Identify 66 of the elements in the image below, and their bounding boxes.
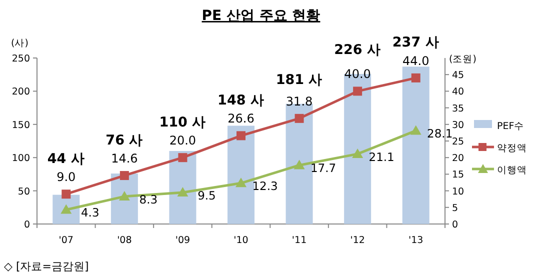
y2-tick-label: 40 — [452, 86, 464, 98]
point — [236, 178, 246, 188]
y-tick-label: 200 — [12, 86, 30, 98]
data-label: 226 사 — [334, 42, 382, 58]
x-tick-label: '09 — [175, 235, 190, 246]
x-tick-label: '12 — [350, 235, 365, 246]
data-label: 8.3 — [139, 192, 158, 206]
point — [177, 186, 188, 196]
y-tick-label: 0 — [24, 220, 30, 230]
x-tick-label: '10 — [234, 235, 248, 246]
y2-tick-label: 0 — [452, 220, 458, 230]
y-tick-label: 250 — [12, 54, 30, 64]
point — [411, 73, 420, 82]
y2-tick-label: 30 — [452, 120, 464, 131]
data-label: 28.1 — [427, 126, 453, 141]
chart-title: PE 산업 주요 현황 — [202, 8, 320, 24]
y2-tick-label: 15 — [452, 170, 464, 181]
data-label: 76 사 — [106, 132, 144, 149]
data-label: 9.0 — [56, 170, 76, 184]
bar — [402, 66, 430, 224]
y2-tick-label: 45 — [452, 70, 464, 82]
y2-tick-label: 25 — [452, 136, 464, 148]
x-tick-label: '08 — [117, 235, 132, 246]
data-label: 4.3 — [80, 206, 100, 220]
point — [62, 190, 71, 199]
x-tick-label: '07 — [58, 235, 74, 246]
data-label: 44.0 — [402, 54, 430, 68]
point — [352, 148, 364, 158]
y-axis-title: (사) — [11, 38, 28, 49]
data-label: 181 사 — [276, 72, 323, 88]
point — [178, 153, 188, 162]
y2-tick-label: 10 — [452, 186, 464, 198]
data-label: 31.8 — [286, 94, 313, 108]
data-label: 14.6 — [111, 152, 138, 166]
text: ◇ [자료=금감원] — [4, 260, 89, 273]
data-label: 26.6 — [228, 112, 254, 126]
point — [120, 171, 129, 180]
y2-axis-title: (조원) — [449, 54, 476, 65]
y-tick-label: 100 — [12, 153, 30, 164]
point — [410, 125, 422, 135]
point — [353, 86, 362, 96]
y-tick-label: 150 — [12, 120, 30, 131]
y2-tick-label: 5 — [452, 202, 458, 214]
point — [118, 190, 130, 200]
legend-label: 이행액 — [497, 165, 527, 176]
point — [294, 114, 304, 123]
y-tick-label: 50 — [18, 186, 30, 198]
data-label: 17.7 — [310, 161, 336, 176]
point — [236, 131, 246, 140]
bar — [228, 126, 254, 224]
legend-label: PEF수 — [497, 121, 524, 132]
data-label: 237 사 — [392, 34, 440, 51]
point — [294, 160, 305, 170]
data-label: 44 사 — [47, 151, 85, 168]
x-tick-label: '11 — [292, 235, 307, 246]
y2-tick-label: 20 — [452, 153, 464, 164]
data-label: 40.0 — [344, 67, 371, 82]
data-label: 20.0 — [169, 134, 196, 148]
data-label: 110 사 — [159, 114, 206, 131]
data-label: 148 사 — [218, 92, 264, 109]
y2-tick-label: 35 — [452, 103, 464, 114]
legend-label: 약정액 — [497, 143, 527, 154]
data-label: 9.5 — [198, 188, 216, 202]
x-tick-label: '13 — [408, 235, 424, 246]
data-label: 12.3 — [252, 179, 278, 194]
data-label: 21.1 — [368, 150, 394, 164]
